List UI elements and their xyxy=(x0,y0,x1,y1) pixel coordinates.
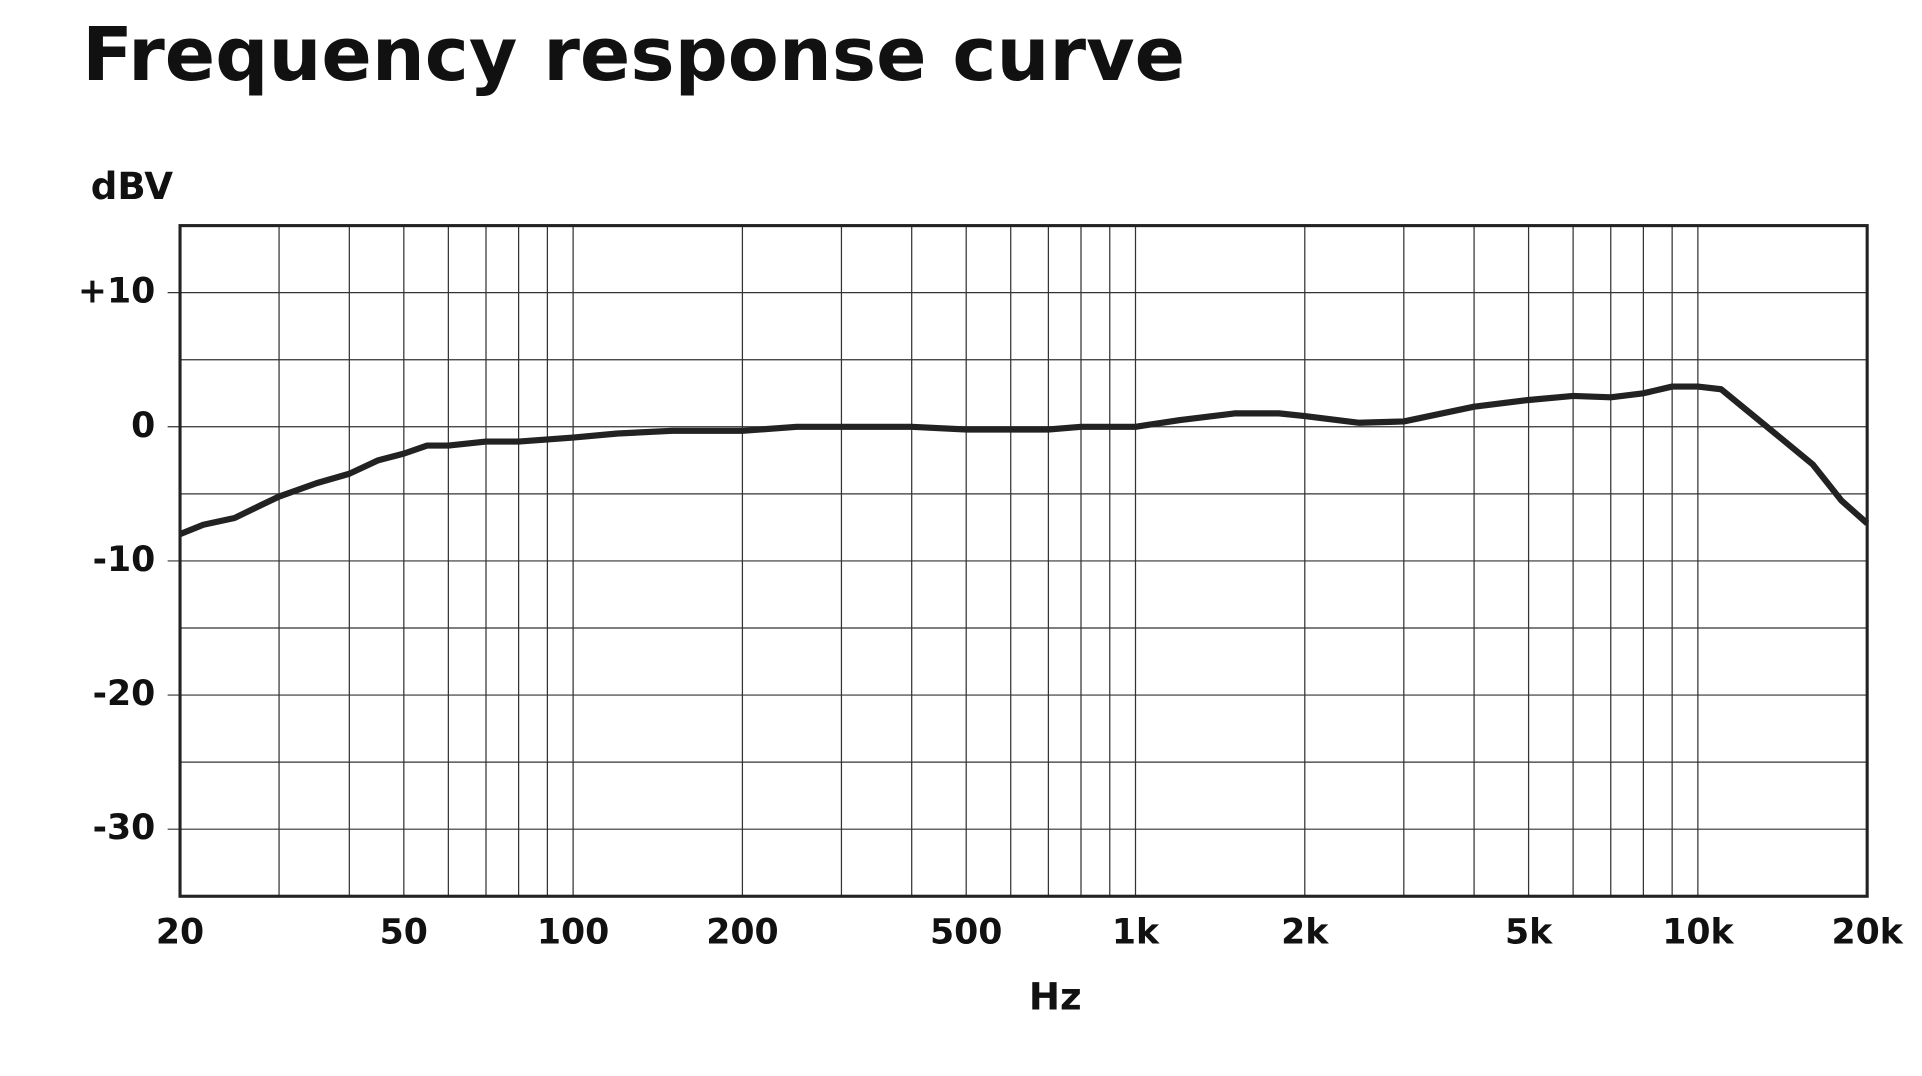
x-tick-label: 1k xyxy=(1112,912,1160,952)
x-tick-label: 50 xyxy=(380,912,428,952)
x-tick-label: 100 xyxy=(537,912,609,952)
x-axis-label: Hz xyxy=(1029,975,1082,1019)
x-tick-label: 5k xyxy=(1505,912,1553,952)
y-tick-label: 0 xyxy=(131,406,155,446)
chart-title: Frequency response curve xyxy=(82,11,1185,98)
x-tick-label: 200 xyxy=(706,912,778,952)
x-tick-label: 10k xyxy=(1662,912,1734,952)
y-tick-label: -20 xyxy=(93,674,156,714)
y-tick-label: +10 xyxy=(78,272,155,312)
response-curve xyxy=(178,383,1870,537)
y-tick-label: -30 xyxy=(93,808,156,848)
x-tick-label: 20k xyxy=(1831,912,1903,952)
y-tick-label: -10 xyxy=(93,540,156,580)
plot-frame xyxy=(178,224,1869,898)
y-axis-label: dBV xyxy=(91,164,173,208)
x-tick-label: 2k xyxy=(1281,912,1329,952)
x-tick-label: 500 xyxy=(930,912,1002,952)
x-tick-label: 20 xyxy=(156,912,204,952)
